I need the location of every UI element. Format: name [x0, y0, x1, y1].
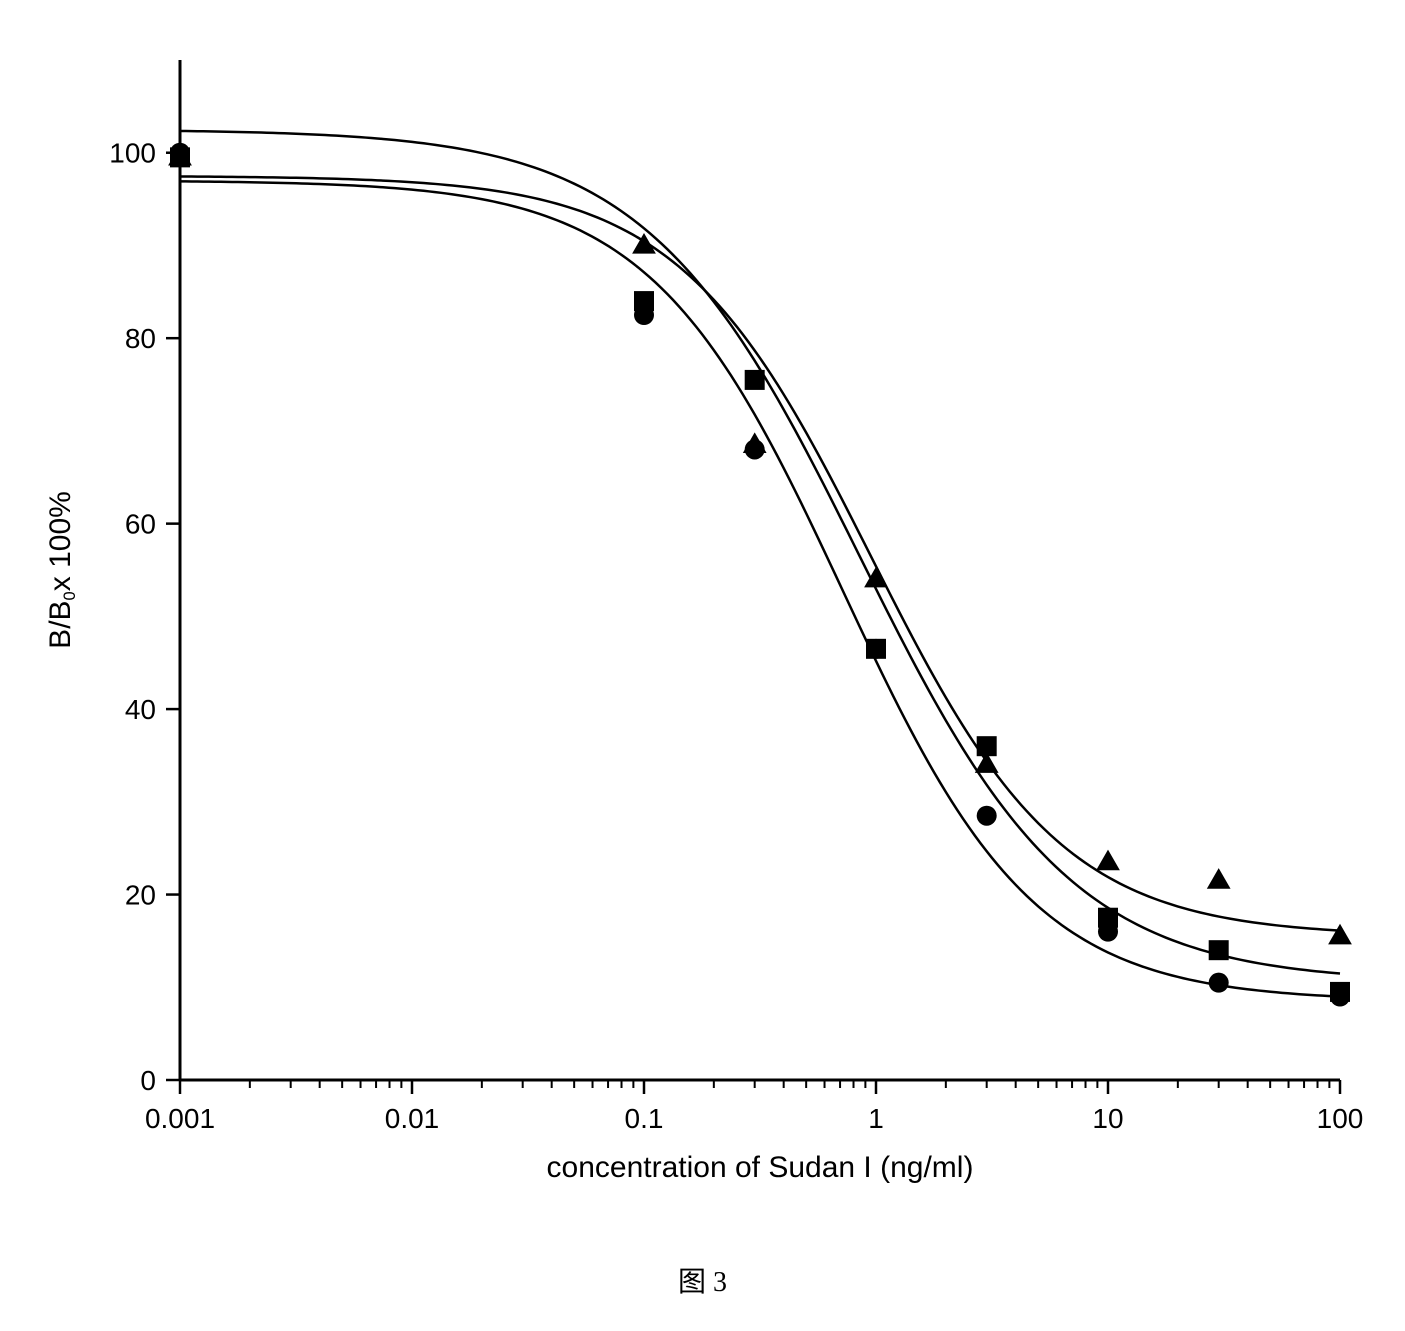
svg-text:20: 20 [125, 879, 156, 910]
svg-text:1: 1 [868, 1103, 884, 1134]
dose-response-chart: 0 20 40 60 80 100 0.001 0.01 0.1 1 10 100 concentrat… [0, 20, 1405, 1220]
figure-caption: 图 3 [678, 1260, 727, 1300]
svg-text:40: 40 [125, 694, 156, 725]
svg-text:60: 60 [125, 508, 156, 539]
svg-text:0: 0 [140, 1065, 156, 1096]
svg-text:80: 80 [125, 323, 156, 354]
svg-text:B/B0x 100%: B/B0x 100% [44, 491, 79, 649]
svg-text:concentration of Sudan I (ng/m: concentration of Sudan I (ng/ml) [547, 1151, 974, 1184]
svg-text:0.01: 0.01 [385, 1103, 440, 1134]
svg-text:0.001: 0.001 [145, 1103, 215, 1134]
svg-text:10: 10 [1092, 1103, 1123, 1134]
chart-container: 0 20 40 60 80 100 0.001 0.01 0.1 1 10 100 concentrat… [0, 20, 1405, 1220]
svg-text:100: 100 [109, 138, 156, 169]
svg-text:100: 100 [1317, 1103, 1364, 1134]
svg-text:0.1: 0.1 [625, 1103, 664, 1134]
